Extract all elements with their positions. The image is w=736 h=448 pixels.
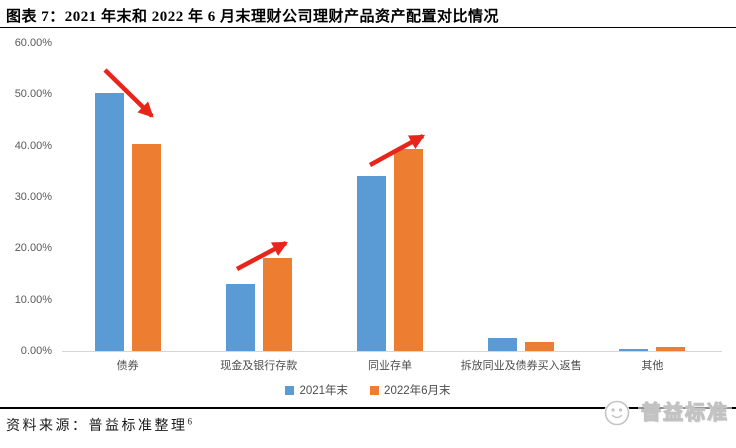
bottom-divider [0,407,736,409]
figure-header: 图表 7：2021 年末和 2022 年 6 月末理财公司理财产品资产配置对比情… [0,0,736,28]
source-footnote-ref: 6 [187,416,193,427]
bar-2021年末-拆放同业及债券买入返售 [488,338,518,351]
puyi-logo-icon [604,400,630,426]
bar-2022年6月末-拆放同业及债券买入返售 [525,341,555,351]
y-tick-label: 60.00% [14,37,52,49]
legend-item-2022年6月末: 2022年6月末 [370,382,451,398]
bar-2022年6月末-债券 [131,144,161,351]
chart-legend: 2021年末 2022年6月末 [0,382,736,398]
y-tick-label: 50.00% [14,88,52,101]
legend-swatch [370,385,380,395]
x-category-label: 现金及银行存款 [220,360,298,372]
source-text: 资料来源：普益标准整理 [6,419,188,434]
bar-2022年6月末-现金及银行存款 [262,257,292,351]
legend-label: 2022年6月末 [384,385,451,397]
y-tick-label: 10.00% [14,293,52,306]
y-tick-label: 20.00% [14,242,52,255]
legend-swatch [285,385,295,395]
y-tick-label: 0.00% [20,345,52,357]
bar-2021年末-现金及银行存款 [225,284,255,351]
bar-2021年末-同业存单 [357,175,386,351]
y-tick-label: 40.00% [14,139,52,152]
watermark-text: 普益标准 [638,400,732,426]
x-category-label: 同业存单 [367,360,412,372]
x-category-label: 拆放同业及债券买入返售 [460,360,582,372]
legend-label: 2021年末 [299,385,349,397]
source-note: 资料来源：普益标准整理6 [6,415,192,435]
bar-2022年6月末-同业存单 [394,149,423,351]
x-category-label: 债券 [116,360,139,372]
bar-2021年末-其他 [619,348,649,351]
bar-2022年6月末-其他 [656,347,686,351]
figure-title: 图表 7：2021 年末和 2022 年 6 月末理财公司理财产品资产配置对比情… [6,9,500,25]
bar-2021年末-债券 [94,92,124,351]
y-tick-label: 30.00% [14,191,52,203]
x-category-label: 其他 [641,360,664,372]
x-axis-line [62,351,722,352]
legend-item-2021年末: 2021年末 [285,382,348,398]
puyi-watermark: 普益标准 [604,397,732,429]
